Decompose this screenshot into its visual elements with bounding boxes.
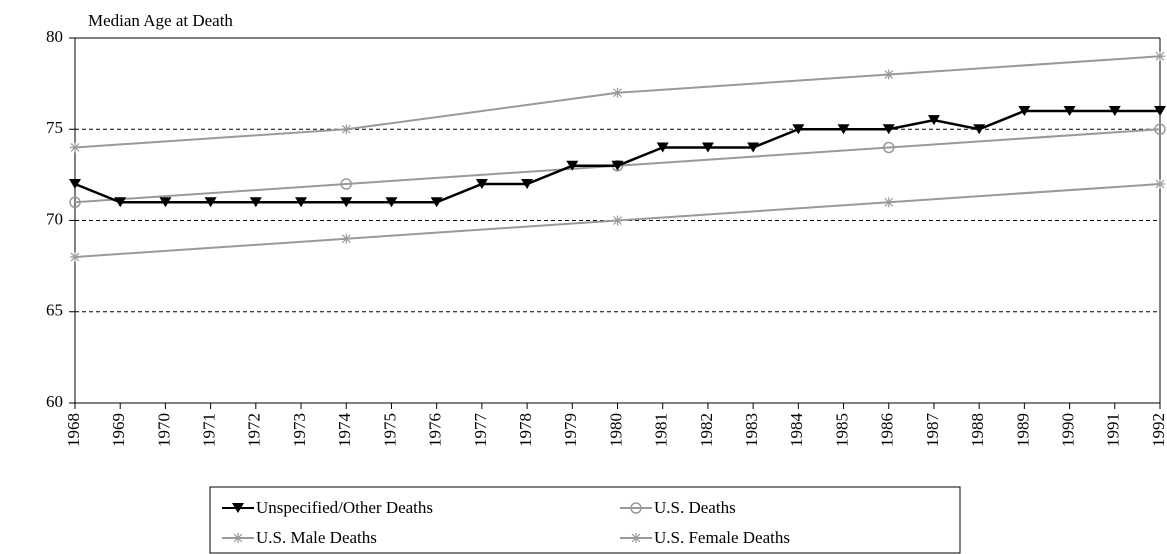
x-tick-label: 1986 (878, 413, 897, 447)
x-tick-label: 1987 (923, 413, 942, 448)
marker (340, 197, 353, 208)
marker (656, 142, 669, 153)
x-tick-label: 1990 (1058, 413, 1077, 447)
marker (927, 115, 940, 126)
marker (1018, 106, 1031, 116)
x-tick-label: 1978 (516, 413, 535, 447)
marker (1155, 179, 1165, 189)
legend-box (209, 486, 961, 554)
marker (611, 160, 624, 171)
marker (566, 160, 579, 171)
marker (1154, 123, 1166, 135)
y-axis-title: Median Age at Death (88, 11, 233, 30)
marker (612, 215, 623, 226)
legend-marker (631, 533, 641, 543)
marker (159, 197, 172, 208)
x-tick-label: 1982 (697, 413, 716, 447)
marker (69, 179, 81, 189)
x-tick-label: 1985 (832, 413, 851, 447)
marker (883, 141, 895, 154)
x-tick-label: 1973 (290, 413, 309, 447)
x-tick-label: 1981 (652, 413, 671, 447)
marker (883, 197, 894, 208)
x-tick-label: 1969 (109, 413, 128, 447)
marker (295, 197, 308, 208)
y-tick-label: 80 (46, 27, 63, 46)
legend-label: U.S. Male Deaths (256, 528, 377, 547)
x-tick-label: 1991 (1104, 413, 1123, 447)
y-tick-label: 75 (46, 118, 63, 137)
marker (249, 197, 262, 208)
marker (475, 179, 488, 189)
marker (1154, 106, 1166, 116)
x-tick-label: 1979 (561, 413, 580, 447)
marker (204, 197, 217, 208)
marker (385, 197, 398, 208)
x-tick-label: 1974 (335, 413, 354, 448)
marker (701, 142, 714, 153)
series-line (74, 55, 1161, 149)
x-tick-label: 1972 (245, 413, 264, 447)
marker (747, 142, 760, 153)
marker (1155, 51, 1165, 62)
x-tick-label: 1968 (64, 413, 83, 447)
marker (1063, 106, 1076, 116)
marker (341, 124, 352, 135)
legend-marker (232, 503, 244, 513)
marker (883, 69, 894, 80)
marker (973, 124, 986, 135)
marker (521, 179, 534, 189)
marker (70, 252, 80, 262)
marker (612, 87, 623, 98)
marker (69, 196, 81, 208)
legend-label: U.S. Female Deaths (654, 528, 790, 547)
marker (340, 178, 352, 190)
x-tick-label: 1977 (471, 413, 490, 448)
x-tick-label: 1970 (154, 413, 173, 447)
marker (837, 124, 850, 135)
x-tick-label: 1971 (200, 413, 219, 447)
y-tick-label: 60 (46, 392, 63, 411)
x-tick-label: 1980 (606, 413, 625, 447)
y-tick-label: 65 (46, 301, 63, 320)
marker (1108, 106, 1121, 116)
x-tick-label: 1983 (742, 413, 761, 447)
marker (341, 233, 352, 244)
marker (792, 124, 805, 135)
marker (114, 197, 127, 208)
legend-label: Unspecified/Other Deaths (256, 498, 433, 517)
x-tick-label: 1975 (380, 413, 399, 447)
legend-label: U.S. Deaths (654, 498, 736, 517)
x-tick-label: 1989 (1013, 413, 1032, 447)
y-tick-label: 70 (46, 209, 63, 228)
x-tick-label: 1988 (968, 413, 987, 447)
series-line (74, 109, 1160, 204)
marker (430, 197, 443, 208)
x-tick-label: 1984 (787, 413, 806, 448)
legend-marker (233, 533, 243, 543)
marker (882, 124, 895, 135)
legend-marker (630, 502, 642, 514)
x-tick-label: 1992 (1149, 413, 1167, 447)
marker (70, 142, 80, 153)
x-tick-label: 1976 (426, 413, 445, 447)
